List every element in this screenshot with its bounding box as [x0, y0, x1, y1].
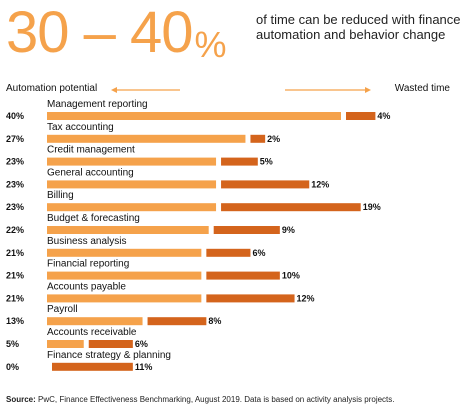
automation-value-management-reporting: 40%	[6, 111, 24, 121]
automation-bar-accounts-receivable	[47, 340, 84, 348]
category-label-general-accounting: General accounting	[47, 167, 134, 178]
wasted-bar-credit-management	[221, 157, 258, 166]
automation-bar-accounts-payable	[47, 294, 202, 303]
automation-bar-financial-reporting	[47, 271, 202, 280]
headline-subtitle: of time can be reduced with finance auto…	[256, 12, 461, 42]
wasted-value-accounts-payable: 12%	[297, 293, 315, 303]
automation-bar-budget-forecasting	[47, 226, 209, 234]
automation-value-credit-management: 23%	[6, 157, 24, 167]
axis-right-label: Wasted time	[394, 83, 450, 94]
automation-value-business-analysis: 21%	[6, 248, 24, 258]
wasted-bar-business-analysis	[206, 248, 251, 257]
automation-value-billing: 23%	[6, 202, 24, 212]
headline-subtitle-line2: automation and behavior change	[256, 27, 446, 42]
automation-value-accounts-payable: 21%	[6, 293, 24, 303]
category-label-billing: Billing	[47, 190, 74, 201]
category-label-tax-accounting: Tax accounting	[47, 122, 114, 133]
category-label-budget-forecasting: Budget & forecasting	[47, 213, 140, 224]
category-label-accounts-receivable: Accounts receivable	[47, 327, 137, 338]
category-label-payroll: Payroll	[47, 304, 78, 315]
source-text: PwC, Finance Effectiveness Benchmarking,…	[35, 395, 395, 404]
category-label-accounts-payable: Accounts payable	[47, 281, 126, 292]
automation-bar-credit-management	[47, 157, 217, 166]
automation-value-payroll: 13%	[6, 316, 24, 326]
headline-percent-sign: %	[194, 24, 227, 65]
wasted-bar-financial-reporting	[206, 271, 280, 280]
automation-bar-general-accounting	[47, 180, 217, 189]
wasted-value-tax-accounting: 2%	[267, 134, 280, 144]
wasted-value-credit-management: 5%	[260, 157, 273, 167]
headline-range: 30 – 40	[6, 0, 194, 65]
automation-bar-payroll	[47, 317, 143, 326]
wasted-bar-general-accounting	[221, 180, 310, 189]
category-label-credit-management: Credit management	[47, 145, 135, 156]
automation-value-finance-strategy-planning: 0%	[6, 362, 19, 372]
wasted-value-business-analysis: 6%	[252, 248, 265, 258]
wasted-bar-billing	[221, 203, 361, 212]
wasted-value-finance-strategy-planning: 11%	[135, 362, 153, 372]
category-label-management-reporting: Management reporting	[47, 99, 148, 110]
axis-legend: Automation potential Wasted time	[0, 82, 470, 98]
automation-value-budget-forecasting: 22%	[6, 225, 24, 235]
wasted-bar-accounts-receivable	[88, 340, 133, 348]
axis-arrows	[111, 87, 371, 93]
automation-value-general-accounting: 23%	[6, 179, 24, 189]
automation-value-financial-reporting: 21%	[6, 271, 24, 281]
automation-bar-management-reporting	[47, 112, 341, 120]
automation-bar-billing	[47, 203, 217, 212]
source-prefix: Source:	[6, 395, 36, 404]
wasted-bar-budget-forecasting	[213, 226, 280, 234]
wasted-bar-management-reporting	[346, 112, 376, 120]
wasted-bar-payroll	[147, 317, 207, 326]
category-label-financial-reporting: Financial reporting	[47, 259, 129, 270]
automation-arrow-head	[111, 87, 117, 93]
wasted-arrow-head	[365, 87, 371, 93]
wasted-value-billing: 19%	[363, 202, 381, 212]
automation-value-accounts-receivable: 5%	[6, 339, 19, 349]
automation-bar-business-analysis	[47, 248, 202, 257]
wasted-value-management-reporting: 4%	[377, 111, 390, 121]
automation-bar-tax-accounting	[47, 134, 246, 143]
axis-left-label: Automation potential	[6, 83, 98, 94]
bar-chart: Management reporting 40% 4% Tax accounting 2…	[6, 99, 390, 372]
wasted-value-accounts-receivable: 6%	[135, 339, 148, 349]
wasted-bar-tax-accounting	[250, 134, 266, 143]
automation-value-tax-accounting: 27%	[6, 134, 24, 144]
wasted-value-payroll: 8%	[208, 316, 221, 326]
category-label-business-analysis: Business analysis	[47, 236, 126, 247]
wasted-value-budget-forecasting: 9%	[282, 225, 295, 235]
headline: 30 – 40%	[6, 0, 227, 66]
wasted-bar-accounts-payable	[206, 294, 295, 303]
wasted-bar-finance-strategy-planning	[52, 362, 133, 371]
wasted-value-financial-reporting: 10%	[282, 271, 300, 281]
wasted-value-general-accounting: 12%	[311, 179, 329, 189]
headline-subtitle-line1: of time can be reduced with finance	[256, 12, 461, 27]
source-note: Source: PwC, Finance Effectiveness Bench…	[6, 395, 395, 404]
category-label-finance-strategy-planning: Finance strategy & planning	[47, 350, 171, 361]
